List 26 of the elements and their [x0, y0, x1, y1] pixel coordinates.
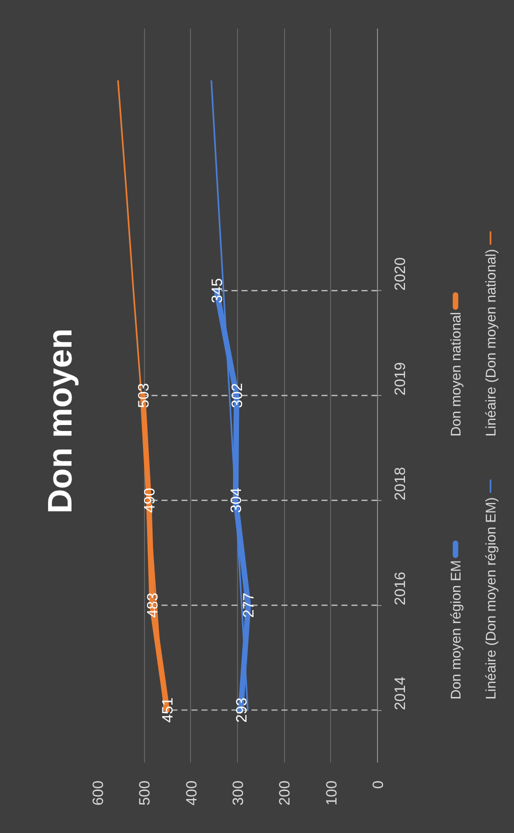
legend-label: Linéaire (Don moyen national): [482, 248, 498, 436]
data-label: 293: [233, 698, 250, 723]
x-tick-label: 200: [276, 780, 294, 806]
data-label: 451: [160, 698, 177, 723]
data-label: 483: [144, 592, 162, 618]
legend-label: Don moyen national: [448, 312, 464, 436]
data-label: 490: [141, 488, 158, 513]
x-tick-label: 100: [323, 780, 340, 806]
legend-label: Don moyen région EM: [448, 560, 464, 700]
x-tick-label: 500: [136, 780, 154, 806]
data-label: 304: [228, 488, 246, 513]
data-label: 277: [240, 592, 258, 618]
data-label: 302: [229, 382, 246, 408]
legend-label: Linéaire (Don moyen région EM): [482, 497, 498, 700]
x-tick-label: 400: [183, 780, 200, 806]
y-tick-label: 2020: [392, 257, 409, 291]
y-tick-label: 2018: [392, 466, 409, 500]
data-label: 345: [209, 278, 226, 304]
x-tick-label: 0: [370, 780, 387, 789]
x-tick-label: 300: [230, 780, 247, 806]
y-tick-label: 2019: [392, 362, 409, 396]
y-tick-label: 2014: [392, 676, 409, 710]
text: Don moyen: [42, 328, 80, 514]
data-label: 503: [135, 382, 152, 408]
y-tick-label: 2016: [392, 572, 409, 606]
x-tick-label: 600: [90, 780, 107, 806]
